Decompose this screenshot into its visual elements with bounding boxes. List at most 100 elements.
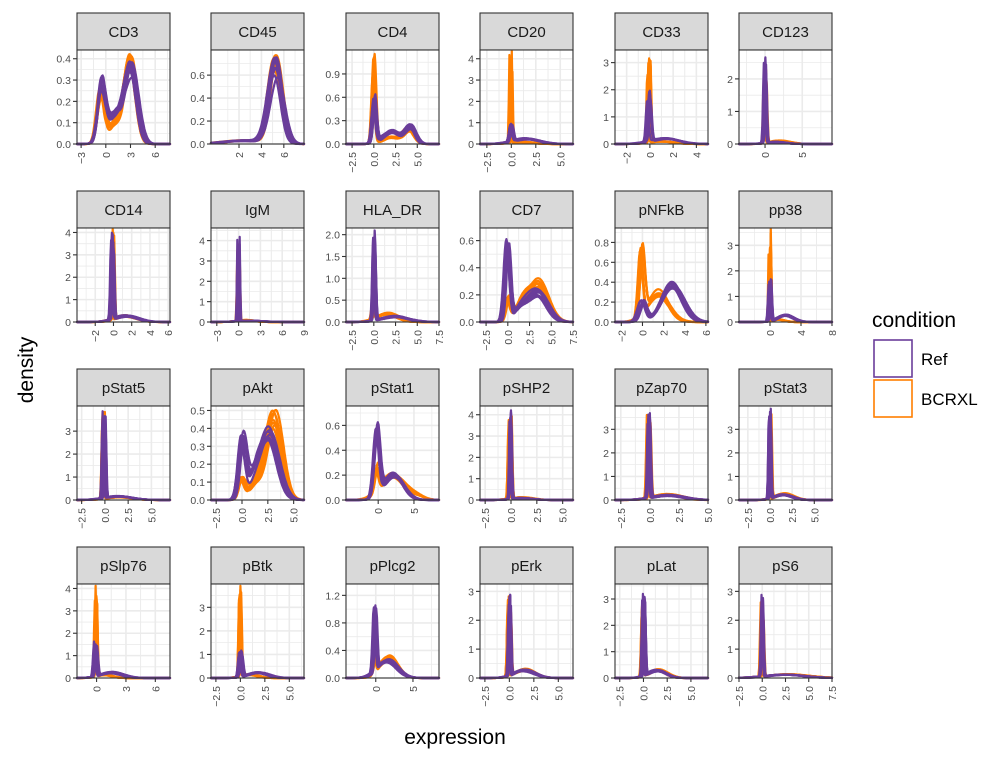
y-tick-label: 0: [199, 317, 205, 329]
facet-strip: [345, 12, 440, 51]
y-tick-label: 0.2: [325, 470, 340, 482]
x-tick-label: 0.0: [506, 508, 518, 523]
x-tick-label: −3: [76, 152, 88, 164]
y-tick-label: 0.9: [325, 69, 340, 81]
y-tick-label: 3: [727, 240, 733, 252]
density-line-ref: [209, 56, 306, 146]
x-tick-label: 2.5: [391, 152, 403, 167]
panel-border: [614, 227, 709, 323]
x-tick-label: 0: [645, 152, 657, 158]
y-tick-label: 4: [199, 236, 205, 248]
facet-strip-label: HLA_DR: [363, 202, 422, 219]
facet-strip-label: pAkt: [242, 380, 273, 397]
gridlines: [77, 406, 170, 501]
x-tick-label: 0.0: [237, 508, 249, 523]
y-tick-label: 3: [603, 58, 609, 70]
facet-igm: IgM 0 1 2 3 4 −3 0 3 6 9: [199, 190, 311, 342]
x-tick-label: 6: [150, 686, 162, 692]
facet-pplcg2: pPlcg2 0.0 0.4 0.8 1.2 0 5: [325, 546, 441, 692]
y-tick-label: 0: [468, 673, 474, 685]
x-tick-label: 0: [92, 686, 104, 692]
x-tick-label: −2: [622, 152, 634, 164]
facet-strip-label: CD20: [507, 24, 545, 41]
y-tick-label: 0.2: [190, 116, 205, 128]
y-tick-label: 0.5: [190, 405, 205, 417]
facet-cd7: CD7 0.0 0.2 0.4 0.6 −2.5 0.0 2.5 5.0 7.5: [459, 190, 580, 351]
x-tick-label: 0.0: [506, 152, 518, 167]
x-tick-label: −2.5: [211, 508, 223, 529]
y-tick-label: 3: [468, 586, 474, 598]
facet-strip: [614, 190, 709, 229]
y-tick-label: 0: [468, 495, 474, 507]
x-tick-label: 0: [234, 330, 246, 336]
facet-strip-label: CD45: [238, 24, 276, 41]
x-tick-label: 2.5: [531, 152, 543, 167]
x-tick-label: −2.5: [615, 686, 627, 707]
facet-hla-dr: HLA_DR 0.0 0.5 1.0 1.5 2.0 −2.5 0.0 2.5 5.0 7.5: [325, 190, 446, 351]
panel-background: [346, 228, 439, 322]
y-tick-label: 3: [603, 594, 609, 606]
y-tick-label: 0.6: [459, 236, 474, 248]
facet-strip-label: pStat1: [371, 380, 414, 397]
legend: condition Ref BCRXL: [872, 309, 978, 418]
panel-border: [614, 49, 709, 145]
y-tick-label: 0.6: [594, 257, 609, 269]
x-tick-label: 0.0: [645, 508, 657, 523]
x-tick-label: 4: [145, 330, 157, 336]
x-tick-label: 2: [234, 152, 246, 158]
y-tick-label: 2: [199, 626, 205, 638]
panel-border: [614, 583, 709, 679]
facet-strip: [479, 190, 574, 229]
facet-strip-label: pZap70: [636, 380, 687, 397]
facet-cd3: CD3 0.0 0.1 0.2 0.3 0.4 −3 0 3 6: [56, 12, 172, 164]
panel-border: [479, 49, 574, 145]
x-tick-label: 2.5: [391, 330, 403, 345]
y-tick-label: 0.4: [325, 645, 340, 657]
x-tick-label: −2.5: [734, 686, 746, 707]
facet-pstat1: pStat1 0.0 0.2 0.4 0.6 0 5: [325, 368, 441, 514]
y-tick-label: 2: [199, 276, 205, 288]
x-tick-label: 7.5: [434, 330, 446, 345]
x-tick-label: −2.5: [211, 686, 223, 707]
facet-pslp76: pSlp76 0 1 2 3 4 0 3 6: [65, 546, 172, 692]
x-tick-label: 4: [691, 152, 703, 158]
panel-border: [76, 405, 171, 501]
y-tick-label: 0.3: [56, 75, 71, 87]
x-tick-label: 4: [680, 330, 692, 336]
y-tick-label: 1: [727, 106, 733, 118]
panel-border: [210, 227, 305, 323]
x-tick-label: −2.5: [347, 330, 359, 351]
legend-key-bcrxl: [873, 379, 913, 418]
facet-strip-label: pSHP2: [503, 380, 551, 397]
y-tick-label: 0.8: [325, 618, 340, 630]
y-tick-label: 0: [199, 673, 205, 685]
x-tick-label: 0.0: [638, 686, 650, 701]
facet-pstat3: pStat3 0 1 2 3 −2.5 0.0 2.5 5.0: [727, 368, 834, 529]
panel-background: [480, 50, 573, 144]
y-tick-label: 0.0: [325, 673, 340, 685]
panel-border: [210, 405, 305, 501]
x-tick-label: 0: [637, 330, 649, 336]
y-tick-label: 2: [603, 620, 609, 632]
facet-strip: [738, 546, 833, 585]
y-tick-label: 0.0: [325, 495, 340, 507]
y-tick-label: 1.2: [325, 590, 340, 602]
x-tick-label: 6: [701, 330, 713, 336]
y-tick-label: 2: [468, 452, 474, 464]
facet-strip-label: CD123: [762, 24, 809, 41]
panel-background: [480, 228, 573, 322]
y-tick-label: 0.4: [190, 93, 205, 105]
y-tick-label: 0.4: [325, 445, 340, 457]
x-tick-label: 0.0: [504, 686, 516, 701]
facet-cd123: CD123 0 1 2 0 5: [727, 12, 834, 158]
panel-background: [615, 584, 708, 678]
y-tick-label: 0.0: [594, 317, 609, 329]
panel-border: [345, 405, 440, 501]
x-tick-label: 6: [279, 152, 291, 158]
y-tick-label: 1: [603, 647, 609, 659]
x-tick-label: −2.5: [743, 508, 755, 529]
x-tick-label: 0.0: [369, 330, 381, 345]
x-tick-label: −2.5: [481, 330, 493, 351]
facet-strip-label: CD7: [511, 202, 541, 219]
